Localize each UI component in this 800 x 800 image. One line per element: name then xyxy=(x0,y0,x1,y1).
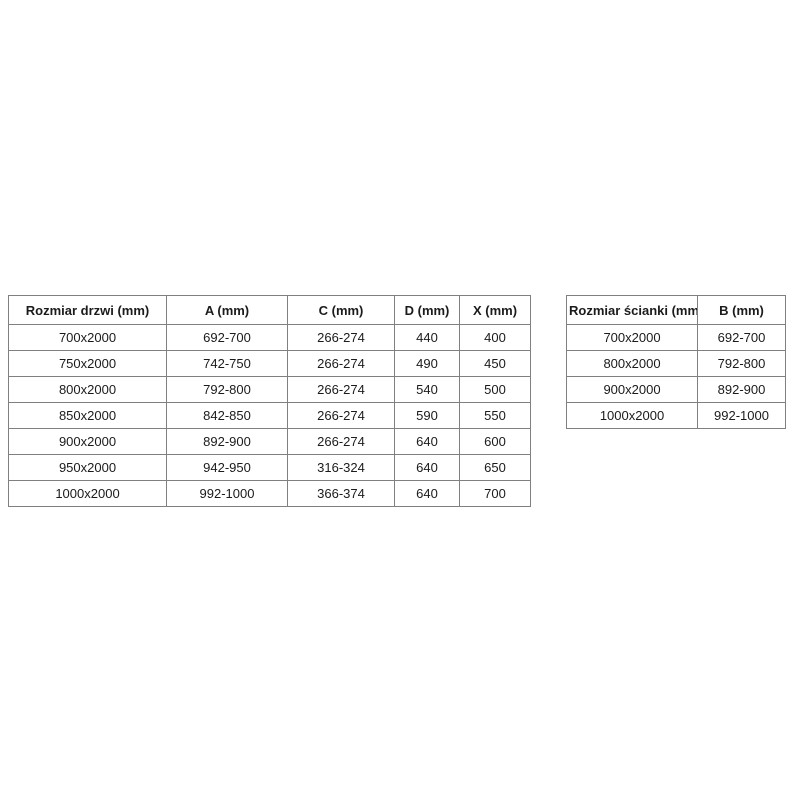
table-cell: 316-324 xyxy=(287,454,395,481)
table-cell: 490 xyxy=(394,350,460,377)
table-row: 800x2000 792-800 xyxy=(566,350,786,377)
table-cell: 992-1000 xyxy=(166,480,288,507)
table-row: 850x2000 842-850 266-274 590 550 xyxy=(8,402,531,429)
table-cell: 700x2000 xyxy=(8,324,167,351)
table-row: 900x2000 892-900 xyxy=(566,376,786,403)
table-cell: 750x2000 xyxy=(8,350,167,377)
column-header: B (mm) xyxy=(697,295,786,325)
table-cell: 850x2000 xyxy=(8,402,167,429)
table-cell: 366-374 xyxy=(287,480,395,507)
table-cell: 692-700 xyxy=(697,324,786,351)
table-cell: 800x2000 xyxy=(8,376,167,403)
table-cell: 950x2000 xyxy=(8,454,167,481)
column-header: C (mm) xyxy=(287,295,395,325)
table-row: 950x2000 942-950 316-324 640 650 xyxy=(8,454,531,481)
column-header: D (mm) xyxy=(394,295,460,325)
table-cell: 700 xyxy=(459,480,531,507)
table-cell: 700x2000 xyxy=(566,324,698,351)
column-header: Rozmiar ścianki (mm) xyxy=(566,295,698,325)
table-cell: 892-900 xyxy=(166,428,288,455)
table-cell: 440 xyxy=(394,324,460,351)
table-cell: 600 xyxy=(459,428,531,455)
table-cell: 266-274 xyxy=(287,324,395,351)
table-row: 700x2000 692-700 xyxy=(566,324,786,351)
table-cell: 942-950 xyxy=(166,454,288,481)
table-cell: 842-850 xyxy=(166,402,288,429)
table-cell: 590 xyxy=(394,402,460,429)
table-cell: 640 xyxy=(394,454,460,481)
table-cell: 792-800 xyxy=(166,376,288,403)
table-cell: 266-274 xyxy=(287,350,395,377)
door-size-table: Rozmiar drzwi (mm) A (mm) C (mm) D (mm) X (m… xyxy=(8,295,531,507)
header-row: Rozmiar ścianki (mm) B (mm) xyxy=(566,295,786,325)
header-row: Rozmiar drzwi (mm) A (mm) C (mm) D (mm) X (m… xyxy=(8,295,531,325)
table-cell: 400 xyxy=(459,324,531,351)
table-cell: 500 xyxy=(459,376,531,403)
table-cell: 900x2000 xyxy=(8,428,167,455)
table-cell: 266-274 xyxy=(287,376,395,403)
column-header: A (mm) xyxy=(166,295,288,325)
table-cell: 692-700 xyxy=(166,324,288,351)
table-cell: 266-274 xyxy=(287,402,395,429)
table-row: 1000x2000 992-1000 xyxy=(566,402,786,429)
table-cell: 892-900 xyxy=(697,376,786,403)
table-cell: 1000x2000 xyxy=(566,402,698,429)
table-cell: 1000x2000 xyxy=(8,480,167,507)
table-cell: 550 xyxy=(459,402,531,429)
table-cell: 266-274 xyxy=(287,428,395,455)
column-header: Rozmiar drzwi (mm) xyxy=(8,295,167,325)
table-row: 800x2000 792-800 266-274 540 500 xyxy=(8,376,531,403)
table-cell: 742-750 xyxy=(166,350,288,377)
table-row: 1000x2000 992-1000 366-374 640 700 xyxy=(8,480,531,507)
table-cell: 992-1000 xyxy=(697,402,786,429)
table-cell: 640 xyxy=(394,428,460,455)
wall-size-table: Rozmiar ścianki (mm) B (mm) 700x2000 692-70… xyxy=(566,295,786,429)
table-row: 700x2000 692-700 266-274 440 400 xyxy=(8,324,531,351)
column-header: X (mm) xyxy=(459,295,531,325)
table-cell: 450 xyxy=(459,350,531,377)
table-cell: 792-800 xyxy=(697,350,786,377)
table-row: 900x2000 892-900 266-274 640 600 xyxy=(8,428,531,455)
table-cell: 800x2000 xyxy=(566,350,698,377)
table-cell: 650 xyxy=(459,454,531,481)
table-cell: 900x2000 xyxy=(566,376,698,403)
table-row: 750x2000 742-750 266-274 490 450 xyxy=(8,350,531,377)
table-cell: 540 xyxy=(394,376,460,403)
table-cell: 640 xyxy=(394,480,460,507)
